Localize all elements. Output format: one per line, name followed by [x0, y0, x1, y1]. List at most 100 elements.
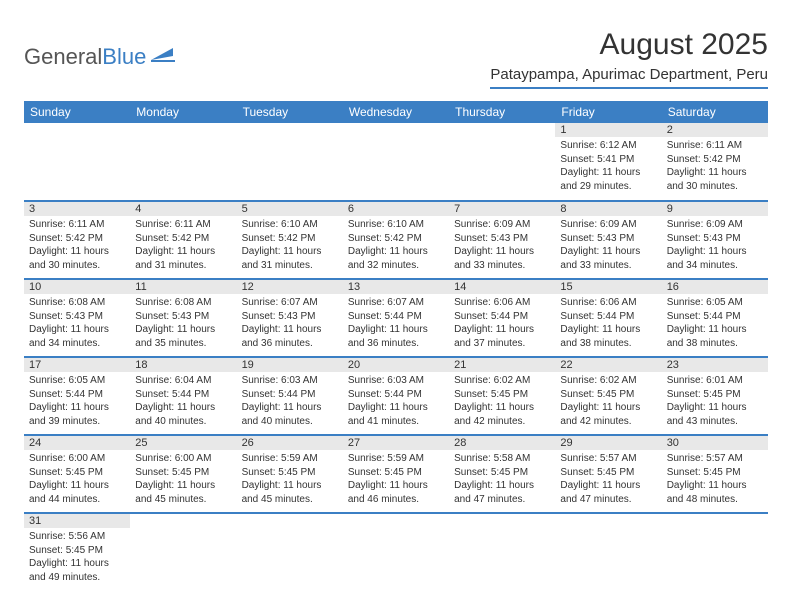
- day-details: Sunrise: 6:10 AMSunset: 5:42 PMDaylight:…: [237, 216, 343, 276]
- daylight-text: Daylight: 11 hours and 44 minutes.: [29, 479, 125, 506]
- calendar-day-cell: 23Sunrise: 6:01 AMSunset: 5:45 PMDayligh…: [662, 357, 768, 435]
- sunrise-text: Sunrise: 6:02 AM: [454, 374, 550, 388]
- calendar-week-row: 3Sunrise: 6:11 AMSunset: 5:42 PMDaylight…: [24, 201, 768, 279]
- day-details: Sunrise: 5:58 AMSunset: 5:45 PMDaylight:…: [449, 450, 555, 510]
- sunrise-text: Sunrise: 6:03 AM: [242, 374, 338, 388]
- sunrise-text: Sunrise: 6:04 AM: [135, 374, 231, 388]
- day-details: Sunrise: 6:08 AMSunset: 5:43 PMDaylight:…: [130, 294, 236, 354]
- day-details: Sunrise: 6:01 AMSunset: 5:45 PMDaylight:…: [662, 372, 768, 432]
- header: GeneralBlue August 2025 Pataypampa, Apur…: [24, 28, 768, 89]
- day-details: Sunrise: 6:03 AMSunset: 5:44 PMDaylight:…: [343, 372, 449, 432]
- calendar-day-cell: 20Sunrise: 6:03 AMSunset: 5:44 PMDayligh…: [343, 357, 449, 435]
- day-number: 20: [343, 358, 449, 372]
- sunrise-text: Sunrise: 6:10 AM: [242, 218, 338, 232]
- sunrise-text: Sunrise: 6:10 AM: [348, 218, 444, 232]
- calendar-day-cell: 19Sunrise: 6:03 AMSunset: 5:44 PMDayligh…: [237, 357, 343, 435]
- daylight-text: Daylight: 11 hours and 38 minutes.: [560, 323, 656, 350]
- day-number: 26: [237, 436, 343, 450]
- sunrise-text: Sunrise: 6:07 AM: [348, 296, 444, 310]
- calendar-week-row: 10Sunrise: 6:08 AMSunset: 5:43 PMDayligh…: [24, 279, 768, 357]
- sunrise-text: Sunrise: 6:09 AM: [454, 218, 550, 232]
- sunrise-text: Sunrise: 6:08 AM: [135, 296, 231, 310]
- weekday-header-row: SundayMondayTuesdayWednesdayThursdayFrid…: [24, 101, 768, 123]
- day-number: 2: [662, 123, 768, 137]
- sunset-text: Sunset: 5:45 PM: [135, 466, 231, 480]
- calendar-day-cell: 28Sunrise: 5:58 AMSunset: 5:45 PMDayligh…: [449, 435, 555, 513]
- daylight-text: Daylight: 11 hours and 33 minutes.: [560, 245, 656, 272]
- sunrise-text: Sunrise: 6:05 AM: [29, 374, 125, 388]
- calendar-week-row: 1Sunrise: 6:12 AMSunset: 5:41 PMDaylight…: [24, 123, 768, 201]
- logo-text-part1: General: [24, 44, 102, 69]
- daylight-text: Daylight: 11 hours and 40 minutes.: [242, 401, 338, 428]
- sunrise-text: Sunrise: 5:59 AM: [242, 452, 338, 466]
- day-details: Sunrise: 6:09 AMSunset: 5:43 PMDaylight:…: [662, 216, 768, 276]
- calendar-week-row: 31Sunrise: 5:56 AMSunset: 5:45 PMDayligh…: [24, 513, 768, 591]
- calendar-week-row: 24Sunrise: 6:00 AMSunset: 5:45 PMDayligh…: [24, 435, 768, 513]
- calendar-day-cell: 22Sunrise: 6:02 AMSunset: 5:45 PMDayligh…: [555, 357, 661, 435]
- day-number: 19: [237, 358, 343, 372]
- day-number: 10: [24, 280, 130, 294]
- sunrise-text: Sunrise: 6:09 AM: [667, 218, 763, 232]
- day-details: Sunrise: 6:07 AMSunset: 5:44 PMDaylight:…: [343, 294, 449, 354]
- sunset-text: Sunset: 5:44 PM: [667, 310, 763, 324]
- day-number: 3: [24, 202, 130, 216]
- calendar-day-cell: [237, 513, 343, 591]
- sunrise-text: Sunrise: 6:07 AM: [242, 296, 338, 310]
- calendar-day-cell: 26Sunrise: 5:59 AMSunset: 5:45 PMDayligh…: [237, 435, 343, 513]
- day-details: Sunrise: 6:03 AMSunset: 5:44 PMDaylight:…: [237, 372, 343, 432]
- calendar-day-cell: 17Sunrise: 6:05 AMSunset: 5:44 PMDayligh…: [24, 357, 130, 435]
- day-number: 12: [237, 280, 343, 294]
- daylight-text: Daylight: 11 hours and 42 minutes.: [560, 401, 656, 428]
- day-details: Sunrise: 6:02 AMSunset: 5:45 PMDaylight:…: [555, 372, 661, 432]
- calendar-day-cell: 16Sunrise: 6:05 AMSunset: 5:44 PMDayligh…: [662, 279, 768, 357]
- logo-text-part2: Blue: [102, 44, 146, 69]
- sunrise-text: Sunrise: 5:59 AM: [348, 452, 444, 466]
- daylight-text: Daylight: 11 hours and 34 minutes.: [667, 245, 763, 272]
- sunrise-text: Sunrise: 5:57 AM: [560, 452, 656, 466]
- calendar-day-cell: 25Sunrise: 6:00 AMSunset: 5:45 PMDayligh…: [130, 435, 236, 513]
- day-number: 17: [24, 358, 130, 372]
- sunset-text: Sunset: 5:42 PM: [135, 232, 231, 246]
- daylight-text: Daylight: 11 hours and 41 minutes.: [348, 401, 444, 428]
- sunset-text: Sunset: 5:43 PM: [135, 310, 231, 324]
- title-block: August 2025 Pataypampa, Apurimac Departm…: [490, 28, 768, 89]
- calendar-day-cell: [24, 123, 130, 201]
- day-number: 27: [343, 436, 449, 450]
- daylight-text: Daylight: 11 hours and 43 minutes.: [667, 401, 763, 428]
- logo: GeneralBlue: [24, 28, 177, 70]
- day-number: 21: [449, 358, 555, 372]
- calendar-day-cell: 7Sunrise: 6:09 AMSunset: 5:43 PMDaylight…: [449, 201, 555, 279]
- daylight-text: Daylight: 11 hours and 47 minutes.: [560, 479, 656, 506]
- sunset-text: Sunset: 5:45 PM: [454, 466, 550, 480]
- sunset-text: Sunset: 5:44 PM: [560, 310, 656, 324]
- calendar-day-cell: 15Sunrise: 6:06 AMSunset: 5:44 PMDayligh…: [555, 279, 661, 357]
- sunrise-text: Sunrise: 6:11 AM: [667, 139, 763, 153]
- sunset-text: Sunset: 5:42 PM: [242, 232, 338, 246]
- day-details: Sunrise: 6:11 AMSunset: 5:42 PMDaylight:…: [24, 216, 130, 276]
- sunset-text: Sunset: 5:44 PM: [135, 388, 231, 402]
- day-details: Sunrise: 6:00 AMSunset: 5:45 PMDaylight:…: [130, 450, 236, 510]
- daylight-text: Daylight: 11 hours and 32 minutes.: [348, 245, 444, 272]
- day-number: 13: [343, 280, 449, 294]
- day-number: 23: [662, 358, 768, 372]
- calendar-day-cell: 1Sunrise: 6:12 AMSunset: 5:41 PMDaylight…: [555, 123, 661, 201]
- calendar-day-cell: [662, 513, 768, 591]
- daylight-text: Daylight: 11 hours and 34 minutes.: [29, 323, 125, 350]
- calendar-day-cell: 4Sunrise: 6:11 AMSunset: 5:42 PMDaylight…: [130, 201, 236, 279]
- daylight-text: Daylight: 11 hours and 29 minutes.: [560, 166, 656, 193]
- sunrise-text: Sunrise: 5:58 AM: [454, 452, 550, 466]
- sunset-text: Sunset: 5:45 PM: [560, 388, 656, 402]
- day-number: 31: [24, 514, 130, 528]
- sunset-text: Sunset: 5:44 PM: [242, 388, 338, 402]
- day-number: 6: [343, 202, 449, 216]
- daylight-text: Daylight: 11 hours and 42 minutes.: [454, 401, 550, 428]
- sunset-text: Sunset: 5:45 PM: [242, 466, 338, 480]
- day-number: 24: [24, 436, 130, 450]
- sunrise-text: Sunrise: 6:08 AM: [29, 296, 125, 310]
- weekday-header: Wednesday: [343, 101, 449, 123]
- calendar-day-cell: [343, 123, 449, 201]
- calendar-day-cell: [555, 513, 661, 591]
- sunset-text: Sunset: 5:44 PM: [348, 388, 444, 402]
- sunset-text: Sunset: 5:43 PM: [454, 232, 550, 246]
- day-details: Sunrise: 6:05 AMSunset: 5:44 PMDaylight:…: [24, 372, 130, 432]
